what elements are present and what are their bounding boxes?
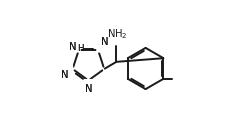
Text: N: N <box>72 42 80 52</box>
Text: H: H <box>77 44 83 53</box>
Text: N: N <box>69 42 76 52</box>
Text: N: N <box>85 84 92 94</box>
Text: N: N <box>85 84 92 94</box>
Text: N: N <box>100 37 108 47</box>
Text: NH$_2$: NH$_2$ <box>107 27 127 41</box>
Text: N: N <box>100 37 108 47</box>
Text: N: N <box>97 42 104 52</box>
Text: N: N <box>69 42 76 52</box>
Text: H: H <box>77 44 83 53</box>
Text: N: N <box>65 65 72 75</box>
Text: N: N <box>61 70 69 80</box>
Text: N: N <box>85 79 92 90</box>
Text: N: N <box>61 70 69 80</box>
